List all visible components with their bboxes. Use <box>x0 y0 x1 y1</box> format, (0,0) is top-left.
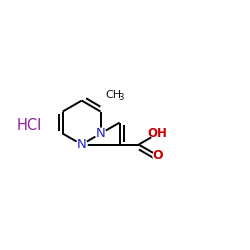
Text: CH: CH <box>105 90 121 100</box>
Circle shape <box>95 128 106 139</box>
Text: O: O <box>152 149 163 162</box>
Text: N: N <box>77 138 86 151</box>
Circle shape <box>151 127 164 140</box>
Text: OH: OH <box>148 127 168 140</box>
Text: HCl: HCl <box>17 118 42 132</box>
Circle shape <box>153 151 163 160</box>
Text: 3: 3 <box>118 93 123 102</box>
Text: N: N <box>96 127 106 140</box>
Circle shape <box>76 139 87 150</box>
